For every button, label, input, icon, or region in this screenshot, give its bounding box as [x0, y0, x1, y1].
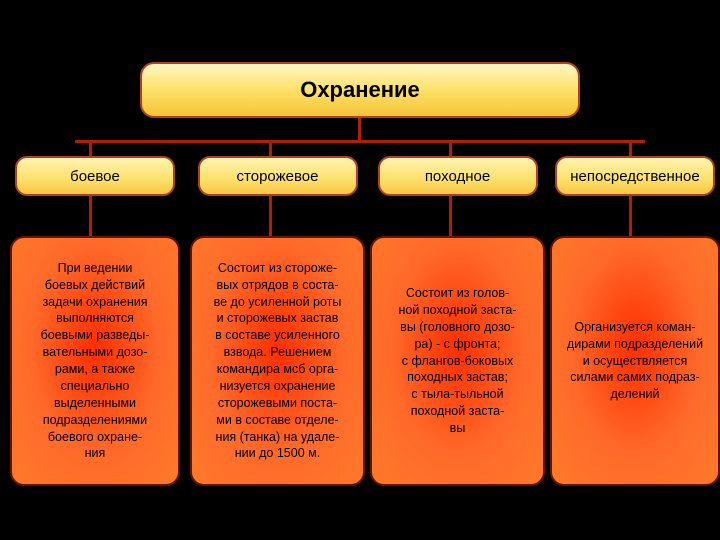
desc-text: Состоит из стороже- вых отрядов в соста-…: [214, 260, 342, 463]
desc-box: Состоит из голов- ной походной заста- вы…: [370, 236, 545, 486]
connector-to-desc: [89, 196, 92, 236]
title-box: Охранение: [140, 62, 580, 118]
sub-label: непосредственное: [570, 168, 699, 185]
connector-to-sub: [449, 140, 452, 156]
connector-to-desc: [269, 196, 272, 236]
sub-label: сторожевое: [237, 168, 319, 185]
connector-to-sub: [269, 140, 272, 156]
sub-box: непосредственное: [555, 156, 715, 196]
title-text: Охранение: [300, 77, 420, 103]
desc-text: Состоит из голов- ной походной заста- вы…: [399, 285, 517, 437]
desc-box: Состоит из стороже- вых отрядов в соста-…: [190, 236, 365, 486]
sub-label: походное: [425, 168, 490, 185]
sub-box: походное: [378, 156, 538, 196]
sub-label: боевое: [70, 168, 120, 185]
connector-to-desc: [629, 196, 632, 236]
desc-text: При ведении боевых действий задачи охран…: [41, 260, 150, 463]
desc-text: Организуется коман- дирами подразделений…: [567, 319, 703, 403]
connector-horizontal: [75, 140, 645, 143]
sub-box: сторожевое: [198, 156, 358, 196]
sub-box: боевое: [15, 156, 175, 196]
connector-to-desc: [449, 196, 452, 236]
desc-box: При ведении боевых действий задачи охран…: [10, 236, 180, 486]
connector-root: [358, 118, 361, 142]
desc-box: Организуется коман- дирами подразделений…: [550, 236, 720, 486]
connector-to-sub: [89, 140, 92, 156]
connector-to-sub: [629, 140, 632, 156]
